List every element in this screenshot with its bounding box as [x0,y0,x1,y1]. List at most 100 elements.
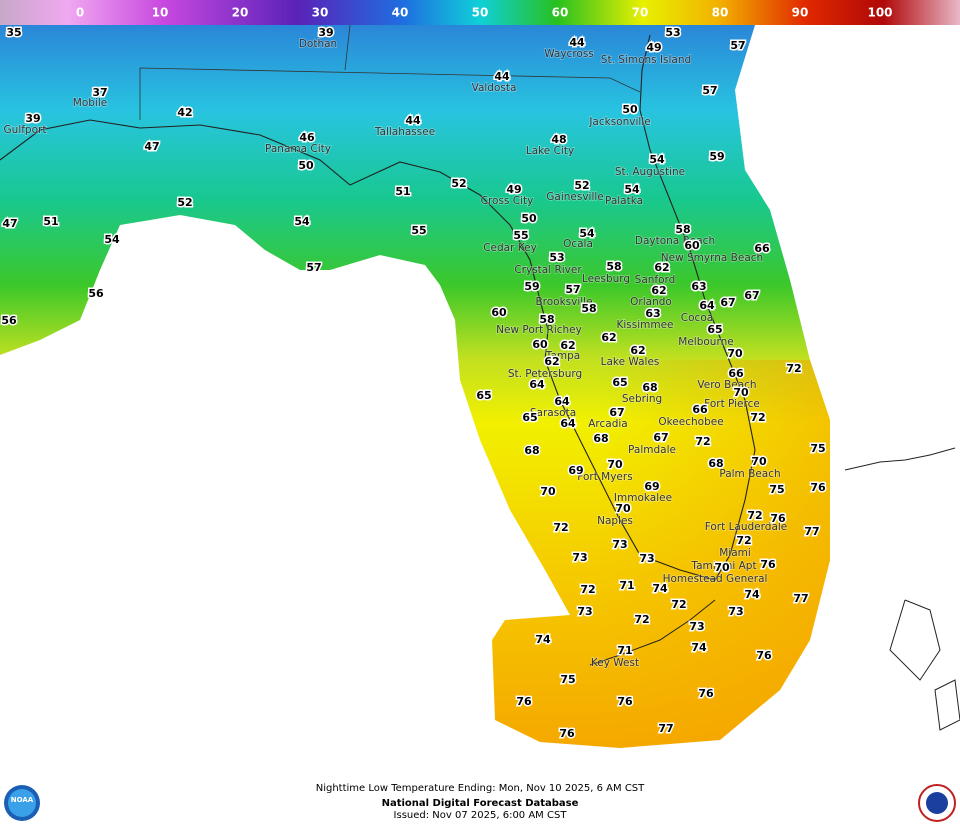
temperature-label: 59 [524,280,539,293]
temperature-label: 75 [769,483,784,496]
temperature-label: 50 [298,159,314,172]
city-label: Homestead General [663,573,768,585]
temperature-label: 72 [671,598,686,611]
city-label: Tampa [545,350,580,362]
temperature-label: 66 [692,403,708,416]
temperature-label: 76 [617,695,633,708]
temperature-label: 60 [491,306,507,319]
temperature-label: 76 [760,558,776,571]
temperature-label: 58 [606,260,621,273]
city-label: Arcadia [588,418,628,430]
temperature-label: 76 [756,649,772,662]
temperature-label: 65 [522,411,537,424]
temperature-label: 54 [104,233,120,246]
temperature-label: 74 [535,633,551,646]
city-label: Miami [719,547,751,559]
temperature-label: 57 [306,261,321,274]
temperature-label: 70 [607,458,623,471]
city-label: Sanford [635,274,676,286]
temperature-label: 76 [516,695,532,708]
temperature-label: 50 [521,212,537,225]
temperature-label: 72 [695,435,710,448]
temperature-label: 72 [747,509,762,522]
temperature-label: 58 [581,302,596,315]
city-label: Daytona Beach [635,235,715,247]
city-label: Gulfport [4,124,47,136]
temperature-label: 59 [709,150,724,163]
colorbar [0,0,960,25]
temperature-label: 67 [609,406,624,419]
temperature-label: 60 [684,239,700,252]
city-label: Palmdale [628,444,676,456]
temperature-label: 73 [612,538,627,551]
temperature-label: 70 [714,561,730,574]
temperature-label: 64 [560,417,576,430]
city-label: Sarasota [530,407,576,419]
temperature-label: 44 [494,70,510,83]
temperature-label: 72 [736,534,751,547]
colorbar-tick-label: 30 [312,6,329,20]
temperature-label: 73 [577,605,592,618]
city-label: Fort Pierce [704,398,760,410]
city-label: St. Augustine [615,166,685,178]
temperature-label: 64 [699,299,715,312]
temperature-label: 56 [88,287,104,300]
temperature-label: 63 [645,307,660,320]
temperature-label: 55 [411,224,426,237]
temperature-label: 72 [634,613,649,626]
temperature-label: 70 [751,455,767,468]
city-label: Lake City [526,145,574,157]
city-label: Dothan [299,38,337,50]
temperature-label: 70 [540,485,556,498]
colorbar-tick-label: 60 [552,6,569,20]
temperature-label: 58 [675,223,690,236]
city-label: St. Simons Island [601,54,691,66]
city-label: Lake Wales [601,356,660,368]
temperature-label: 66 [754,242,770,255]
temperature-label: 75 [810,442,825,455]
temperature-label: 62 [651,284,666,297]
temperature-label: 67 [653,431,668,444]
temperature-label: 44 [405,114,421,127]
city-label: Melbourne [678,336,733,348]
state-borders [139,24,641,120]
city-label: Palatka [605,195,643,207]
temperature-label: 74 [652,582,668,595]
colorbar-tick-label: 100 [867,6,892,20]
city-label: Key West [591,657,639,669]
keys [589,599,716,666]
temperature-label: 72 [553,521,568,534]
city-label: New Port Richey [496,324,582,336]
temperature-label: 65 [707,323,722,336]
temperature-label: 54 [579,227,595,240]
temperature-label: 77 [658,722,673,735]
temperature-label: 51 [43,215,58,228]
temperature-label: 53 [549,251,564,264]
city-label: New Smyrna Beach [661,252,763,264]
issued: Issued: Nov 07 2025, 6:00 AM CST [394,810,568,821]
temperature-label: 37 [92,86,107,99]
temperature-label: 52 [177,196,192,209]
temperature-label: 72 [786,362,801,375]
temperature-label: 57 [730,39,745,52]
city-label: Brooksville [535,296,592,308]
city-label: Fort Myers [577,471,632,483]
temperature-label: 46 [299,131,315,144]
city-label: Naples [597,515,633,527]
nws-logo-inner [926,792,948,814]
temperature-label: 77 [793,592,808,605]
temperature-label: 76 [559,727,575,740]
source: National Digital Forecast Database [382,798,579,809]
temperature-label: 67 [720,296,735,309]
temperature-label: 77 [804,525,819,538]
temperature-label: 68 [708,457,723,470]
city-label: Cocoa [681,312,713,324]
colorbar-tick-label: 90 [792,6,809,20]
temperature-label: 39 [318,26,333,39]
temperature-label: 68 [593,432,608,445]
colorbar-tick-label: 10 [152,6,169,20]
city-label: Immokalee [614,492,672,504]
temperature-label: 73 [728,605,743,618]
